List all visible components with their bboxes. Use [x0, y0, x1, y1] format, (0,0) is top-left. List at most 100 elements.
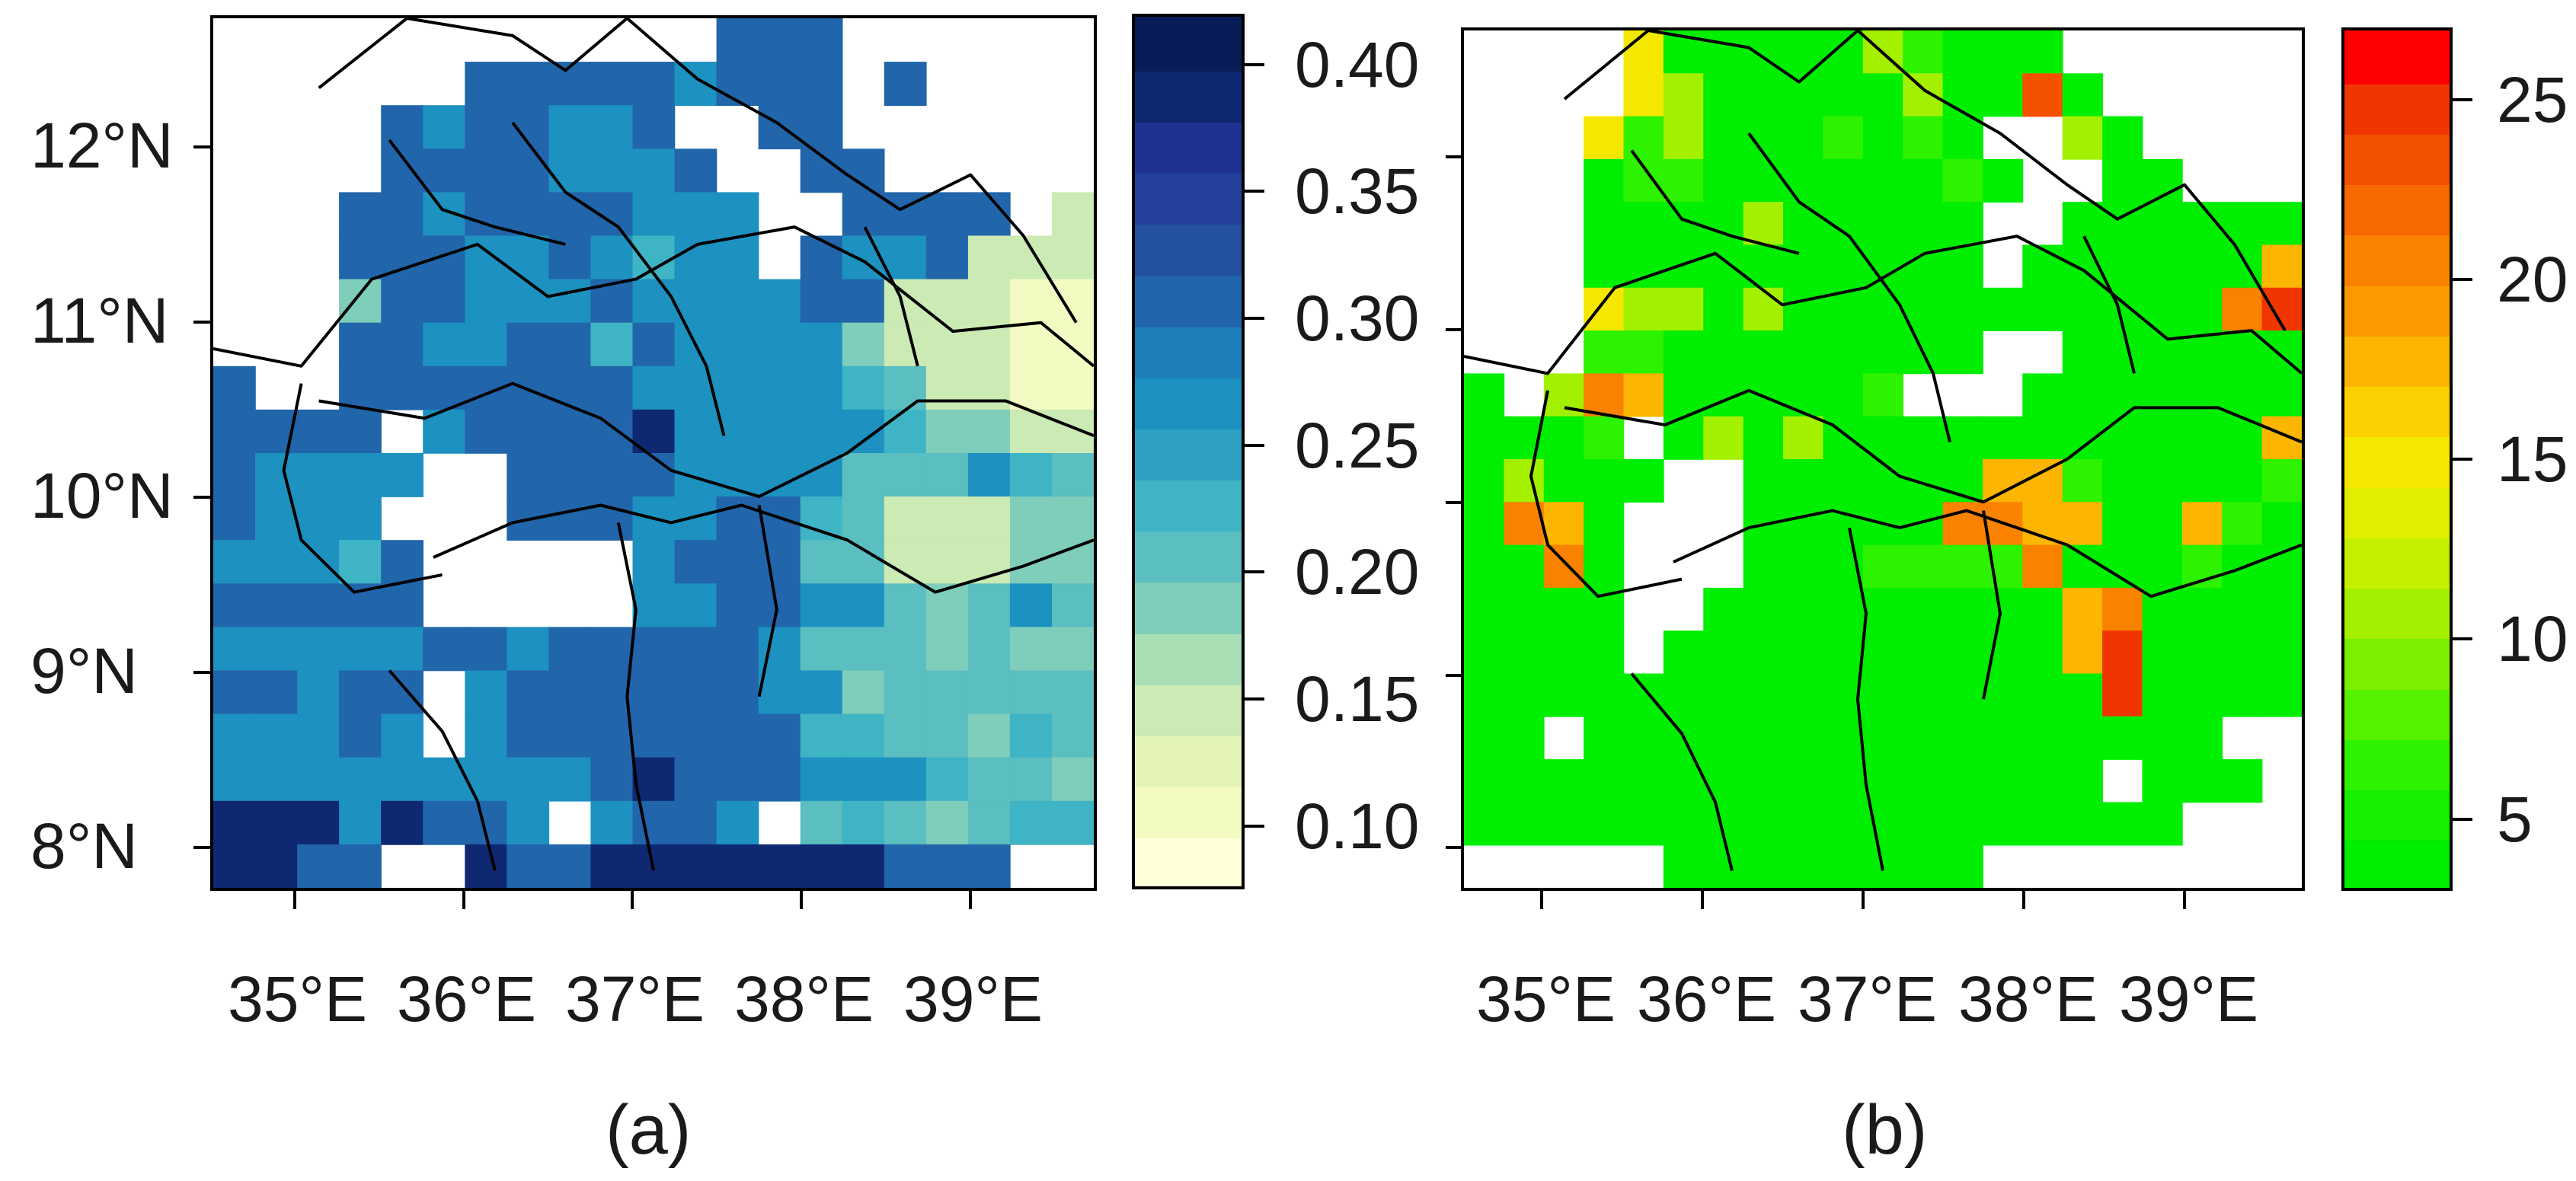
- panel-a-colorbar-band: [1135, 119, 1242, 174]
- panel-b-cell: [1783, 544, 1824, 589]
- panel-b-cell: [1983, 716, 2024, 760]
- panel-a-cell: [884, 670, 927, 715]
- panel-a-cell: [213, 800, 256, 845]
- panel-a-cell: [465, 409, 508, 454]
- panel-a-cell: [465, 279, 508, 324]
- panel-b-boundary-line: [1673, 509, 2302, 598]
- panel-a-cell: [967, 496, 1011, 541]
- panel-b-cell: [1543, 544, 1584, 589]
- panel-b-cell: [2222, 373, 2263, 417]
- panel-b-cell: [2181, 244, 2223, 289]
- panel-a-cell: [213, 365, 256, 410]
- panel-a-cell: [213, 670, 256, 715]
- panel-a-cell: [381, 279, 423, 324]
- panel-b-cell: [1703, 330, 1744, 375]
- panel-a-cell: [716, 670, 759, 715]
- panel-a-cell: [842, 670, 885, 715]
- panel-a-cell: [758, 105, 801, 150]
- panel-a-boundary-line: [863, 226, 919, 367]
- panel-a-cell: [213, 453, 256, 497]
- panel-b-cell: [2222, 502, 2263, 546]
- panel-a-cell: [590, 844, 634, 888]
- lat-tick-label-a: 12°N: [30, 110, 174, 181]
- panel-b-colorbar-band: [2344, 635, 2450, 690]
- panel-b-cell: [2181, 287, 2223, 331]
- colorbar-label-a: 0.20: [1295, 536, 1420, 608]
- lon-tick-mark-a: [969, 891, 972, 909]
- panel-a-cell: [548, 322, 592, 367]
- panel-a-cell: [800, 18, 843, 62]
- panel-a-cell: [465, 627, 508, 672]
- panel-b-cell: [1783, 373, 1824, 417]
- panel-b-cell: [2222, 330, 2263, 375]
- panel-b-cell: [2181, 416, 2223, 460]
- panel-a-cell: [213, 583, 256, 628]
- panel-b-cell: [1464, 459, 1505, 503]
- panel-b-cell: [1743, 158, 1784, 203]
- panel-b-cell: [1942, 716, 1983, 760]
- panel-b-cell: [1543, 802, 1584, 846]
- panel-b-cell: [1903, 30, 1944, 75]
- panel-b-cell: [1823, 73, 1864, 117]
- panel-b-cell: [1983, 416, 2024, 460]
- panel-b-cell: [1903, 116, 1944, 160]
- panel-a-cell: [1052, 670, 1094, 715]
- panel-a-cell: [842, 540, 885, 585]
- panel-b-cell: [1703, 287, 1744, 331]
- panel-a-cell: [716, 235, 759, 280]
- panel-b-cell: [1504, 802, 1545, 846]
- panel-a-cell: [967, 713, 1011, 758]
- panel-b-boundary-line: [1982, 510, 2002, 700]
- panel-a-cell: [967, 800, 1011, 845]
- panel-a-cell: [213, 409, 256, 454]
- panel-a-cell: [925, 627, 969, 672]
- panel-a-cell: [842, 365, 885, 410]
- panel-b-cell: [1464, 759, 1505, 803]
- panel-a-cell: [423, 800, 465, 845]
- panel-a-cell: [884, 453, 927, 497]
- panel-b-cell: [1663, 373, 1705, 417]
- panel-b-cell: [1703, 244, 1744, 289]
- panel-b-cell: [1862, 202, 1903, 246]
- panel-a-cell: [758, 844, 801, 888]
- panel-b-cell: [1783, 587, 1824, 631]
- panel-a-cell: [297, 409, 340, 454]
- colorbar-label-a: 0.40: [1295, 29, 1420, 101]
- panel-a-cell: [716, 496, 759, 541]
- panel-b-cell: [1942, 673, 1983, 717]
- panel-b-cell: [1623, 30, 1664, 75]
- panel-a-cell: [674, 148, 718, 193]
- panel-a-cell: [632, 800, 676, 845]
- panel-a-cell: [674, 800, 718, 845]
- panel-a-cell: [632, 453, 676, 497]
- panel-a-cell: [632, 322, 676, 367]
- panel-b-cell: [2022, 416, 2063, 460]
- panel-a-colorbar-band: [1135, 170, 1242, 225]
- panel-b-cell: [2062, 116, 2103, 160]
- panel-a-cell: [590, 105, 634, 150]
- panel-a-cell: [548, 148, 592, 193]
- panel-a-cell: [507, 322, 550, 367]
- panel-a-cell: [632, 583, 676, 628]
- panel-a-cell: [1009, 670, 1053, 715]
- panel-b-cell: [1783, 759, 1824, 803]
- panel-a-cell: [590, 453, 634, 497]
- panel-b-cell: [1942, 202, 1983, 246]
- panel-a-cell: [339, 496, 382, 541]
- panel-a-cell: [339, 365, 382, 410]
- colorbar-tick-a: [1245, 317, 1264, 320]
- panel-b-cell: [1543, 587, 1584, 631]
- panel-a-cell: [674, 670, 718, 715]
- panel-b-cell: [1743, 544, 1784, 589]
- colorbar-label-a: 0.15: [1295, 663, 1420, 735]
- panel-a-cell: [758, 409, 801, 454]
- panel-b-cell: [1623, 330, 1664, 375]
- panel-b-cell: [1584, 287, 1625, 331]
- panel-a-cell: [381, 757, 423, 802]
- panel-a-cell: [716, 627, 759, 672]
- panel-b-cell: [2142, 802, 2183, 846]
- panel-a-cell: [716, 800, 759, 845]
- panel-b-cell: [1942, 287, 1983, 331]
- colorbar-a: [1132, 14, 1245, 889]
- panel-b-cell: [1983, 802, 2024, 846]
